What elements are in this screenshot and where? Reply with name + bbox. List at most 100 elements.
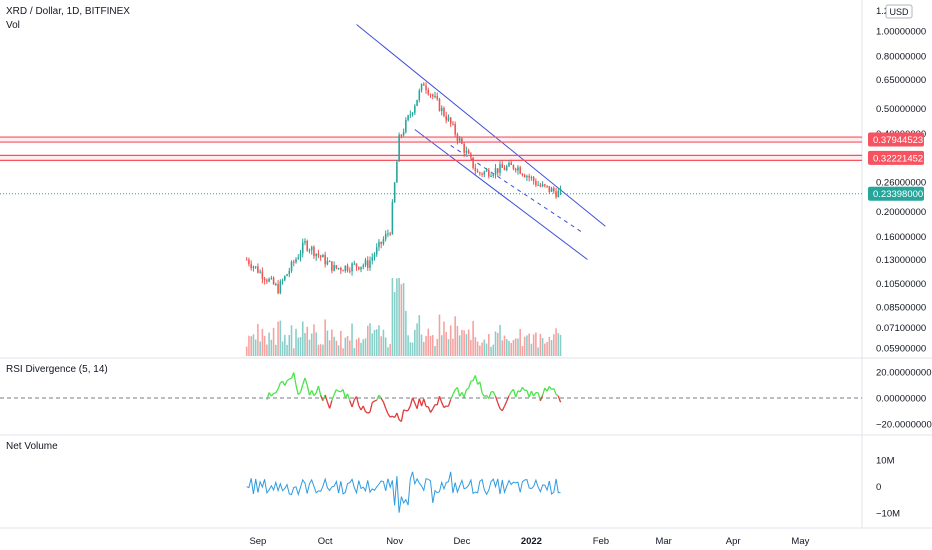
candle-body bbox=[393, 182, 396, 203]
price-axis[interactable]: 1.20 1.00000000 0.80000000 0.65000000 0.5000… bbox=[876, 6, 926, 354]
volume-bar bbox=[257, 324, 259, 356]
candle-body bbox=[263, 278, 266, 281]
candle-body bbox=[546, 185, 548, 187]
time-axis-label: Mar bbox=[655, 536, 671, 547]
rsi-segment bbox=[293, 372, 297, 386]
volume-bar bbox=[431, 335, 434, 356]
candle-body bbox=[409, 114, 412, 116]
volume-bar bbox=[546, 342, 548, 356]
rsi-segment bbox=[286, 378, 290, 382]
rsi-segment bbox=[329, 400, 333, 409]
candle-body bbox=[521, 173, 524, 176]
candle-body bbox=[429, 94, 432, 96]
candle-body bbox=[485, 170, 488, 172]
volume-bar bbox=[328, 340, 331, 356]
channel-lower-line[interactable] bbox=[414, 129, 588, 260]
price-axis-label: 0.10500000 bbox=[876, 279, 926, 290]
volume-bar bbox=[528, 333, 530, 356]
volume-bar bbox=[411, 342, 414, 356]
volume-bar bbox=[272, 327, 275, 356]
candle-body bbox=[445, 115, 447, 121]
volume-bar bbox=[440, 335, 443, 356]
net-volume-panel[interactable] bbox=[246, 471, 561, 513]
resistance-band bbox=[0, 155, 862, 161]
volume-bar bbox=[465, 334, 468, 356]
candle-body bbox=[416, 99, 418, 106]
volume-bar bbox=[252, 334, 255, 356]
volume-bar bbox=[461, 329, 463, 356]
rsi-segment bbox=[322, 394, 326, 402]
candle-body bbox=[530, 177, 533, 179]
candle-body bbox=[310, 246, 313, 251]
rsi-segment bbox=[297, 392, 301, 396]
rsi-segment bbox=[407, 405, 411, 411]
candle-body bbox=[366, 260, 369, 268]
rsi-segment bbox=[474, 375, 479, 385]
rsi-segment bbox=[374, 399, 377, 402]
rsi-segment bbox=[463, 389, 468, 398]
volume-bar bbox=[275, 344, 277, 356]
volume-bar bbox=[297, 337, 300, 356]
volume-bar bbox=[530, 343, 533, 356]
channel-upper-line[interactable] bbox=[356, 24, 606, 227]
candle-body bbox=[411, 112, 414, 115]
volume-bar bbox=[279, 320, 282, 356]
currency-badge[interactable]: USD bbox=[889, 7, 909, 17]
volume-label: Vol bbox=[6, 20, 20, 31]
price-tag bbox=[868, 132, 924, 147]
volume-bar bbox=[505, 339, 508, 356]
candle-body bbox=[541, 184, 544, 187]
rsi-segment bbox=[416, 398, 420, 409]
candle-body bbox=[539, 184, 542, 187]
candle-body bbox=[528, 176, 530, 178]
volume-bars bbox=[245, 278, 562, 356]
candle-body bbox=[364, 260, 367, 266]
time-axis-label: Apr bbox=[726, 536, 741, 547]
rsi-segment bbox=[456, 387, 461, 397]
candle-body bbox=[553, 188, 555, 192]
candle-body bbox=[405, 119, 407, 132]
rsi-segment bbox=[533, 392, 537, 397]
candle-body bbox=[443, 107, 445, 116]
rsi-axis-label: 0.00000000 bbox=[876, 394, 926, 405]
time-axis[interactable]: Sep Oct Nov Dec 2022 Feb Mar Apr May bbox=[249, 536, 809, 547]
rsi-segment bbox=[553, 388, 557, 395]
rsi-divergence-panel[interactable] bbox=[0, 372, 862, 422]
price-panel[interactable] bbox=[0, 24, 862, 356]
volume-bar bbox=[420, 334, 423, 356]
volume-bar bbox=[490, 346, 492, 356]
candle-body bbox=[472, 157, 474, 169]
candle-body bbox=[275, 284, 277, 286]
volume-bar bbox=[380, 336, 382, 356]
rsi-segment bbox=[367, 411, 371, 414]
currency-badge-box[interactable] bbox=[885, 4, 913, 19]
candle-body bbox=[423, 83, 425, 86]
volume-bar bbox=[503, 335, 506, 356]
volume-bar bbox=[555, 328, 557, 356]
candle-body bbox=[402, 131, 405, 136]
volume-bar bbox=[308, 339, 311, 356]
rsi-title: RSI Divergence (5, 14) bbox=[6, 364, 108, 375]
candle-body bbox=[488, 170, 490, 177]
volume-bar bbox=[467, 329, 470, 356]
rsi-segment bbox=[537, 392, 541, 401]
rsi-segment bbox=[289, 377, 292, 380]
volume-bar bbox=[427, 328, 430, 356]
rsi-axis: 20.00000000 0.00000000 −20.00000000 bbox=[876, 368, 932, 431]
symbol-title: XRD / Dollar, 1D, BITFINEX bbox=[6, 6, 130, 17]
candle-body bbox=[494, 168, 497, 175]
net-volume-axis-label: 0 bbox=[876, 482, 881, 493]
rsi-segment bbox=[468, 381, 472, 389]
candle-body bbox=[346, 265, 349, 271]
volume-bar bbox=[438, 314, 441, 356]
candle-body bbox=[496, 168, 499, 173]
price-axis-label: 0.65000000 bbox=[876, 75, 926, 86]
rsi-segment bbox=[526, 390, 530, 398]
candle-body bbox=[501, 164, 504, 168]
volume-bar bbox=[492, 344, 495, 356]
rsi-divergence-line bbox=[266, 372, 562, 422]
rsi-segment bbox=[539, 395, 544, 402]
rsi-segment bbox=[317, 385, 322, 396]
volume-bar bbox=[463, 330, 465, 356]
